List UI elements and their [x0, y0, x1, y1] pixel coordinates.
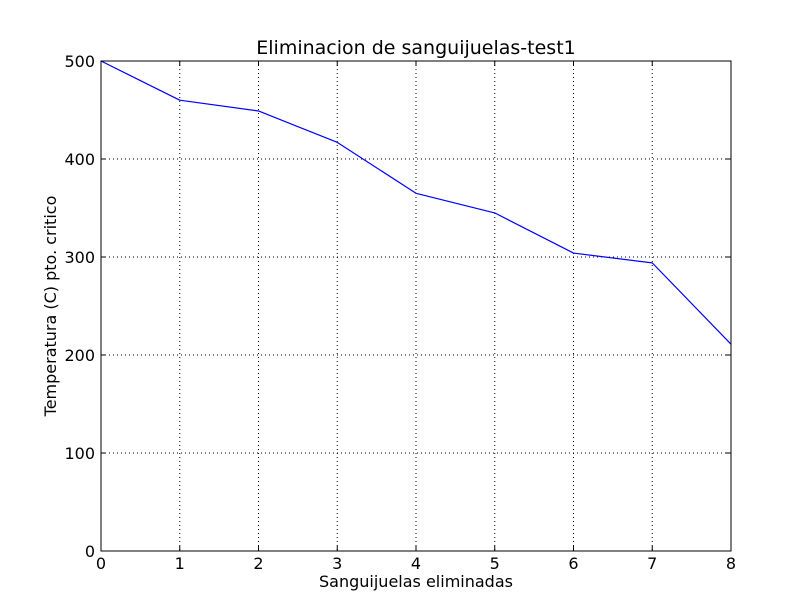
y-tick-label: 500 [64, 52, 95, 71]
x-tick-label: 5 [490, 554, 500, 573]
y-tick-label: 100 [64, 444, 95, 463]
x-tick-label: 4 [411, 554, 421, 573]
tick-labels: 0 1 2 3 4 5 6 7 8 0 100 200 300 400 500 [64, 52, 736, 573]
y-tick-label: 200 [64, 346, 95, 365]
x-tick-label: 3 [332, 554, 342, 573]
x-tick-label: 7 [647, 554, 657, 573]
y-axis-label: Temperatura (C) pto. critico [41, 196, 60, 418]
chart-title: Eliminacion de sanguijuelas-test1 [256, 37, 575, 59]
y-tick-label: 400 [64, 150, 95, 169]
y-tick-label: 0 [85, 542, 95, 561]
x-tick-label: 1 [175, 554, 185, 573]
series-line-0 [100, 60, 732, 345]
x-tick-label: 0 [96, 554, 106, 573]
axis-ticks [100, 60, 732, 552]
x-tick-label: 8 [726, 554, 736, 573]
x-tick-label: 2 [253, 554, 263, 573]
y-tick-label: 300 [64, 248, 95, 267]
x-axis-label: Sanguijuelas eliminadas [319, 572, 513, 591]
grid-lines [101, 61, 731, 551]
series-layer [100, 60, 732, 345]
x-tick-label: 6 [568, 554, 578, 573]
